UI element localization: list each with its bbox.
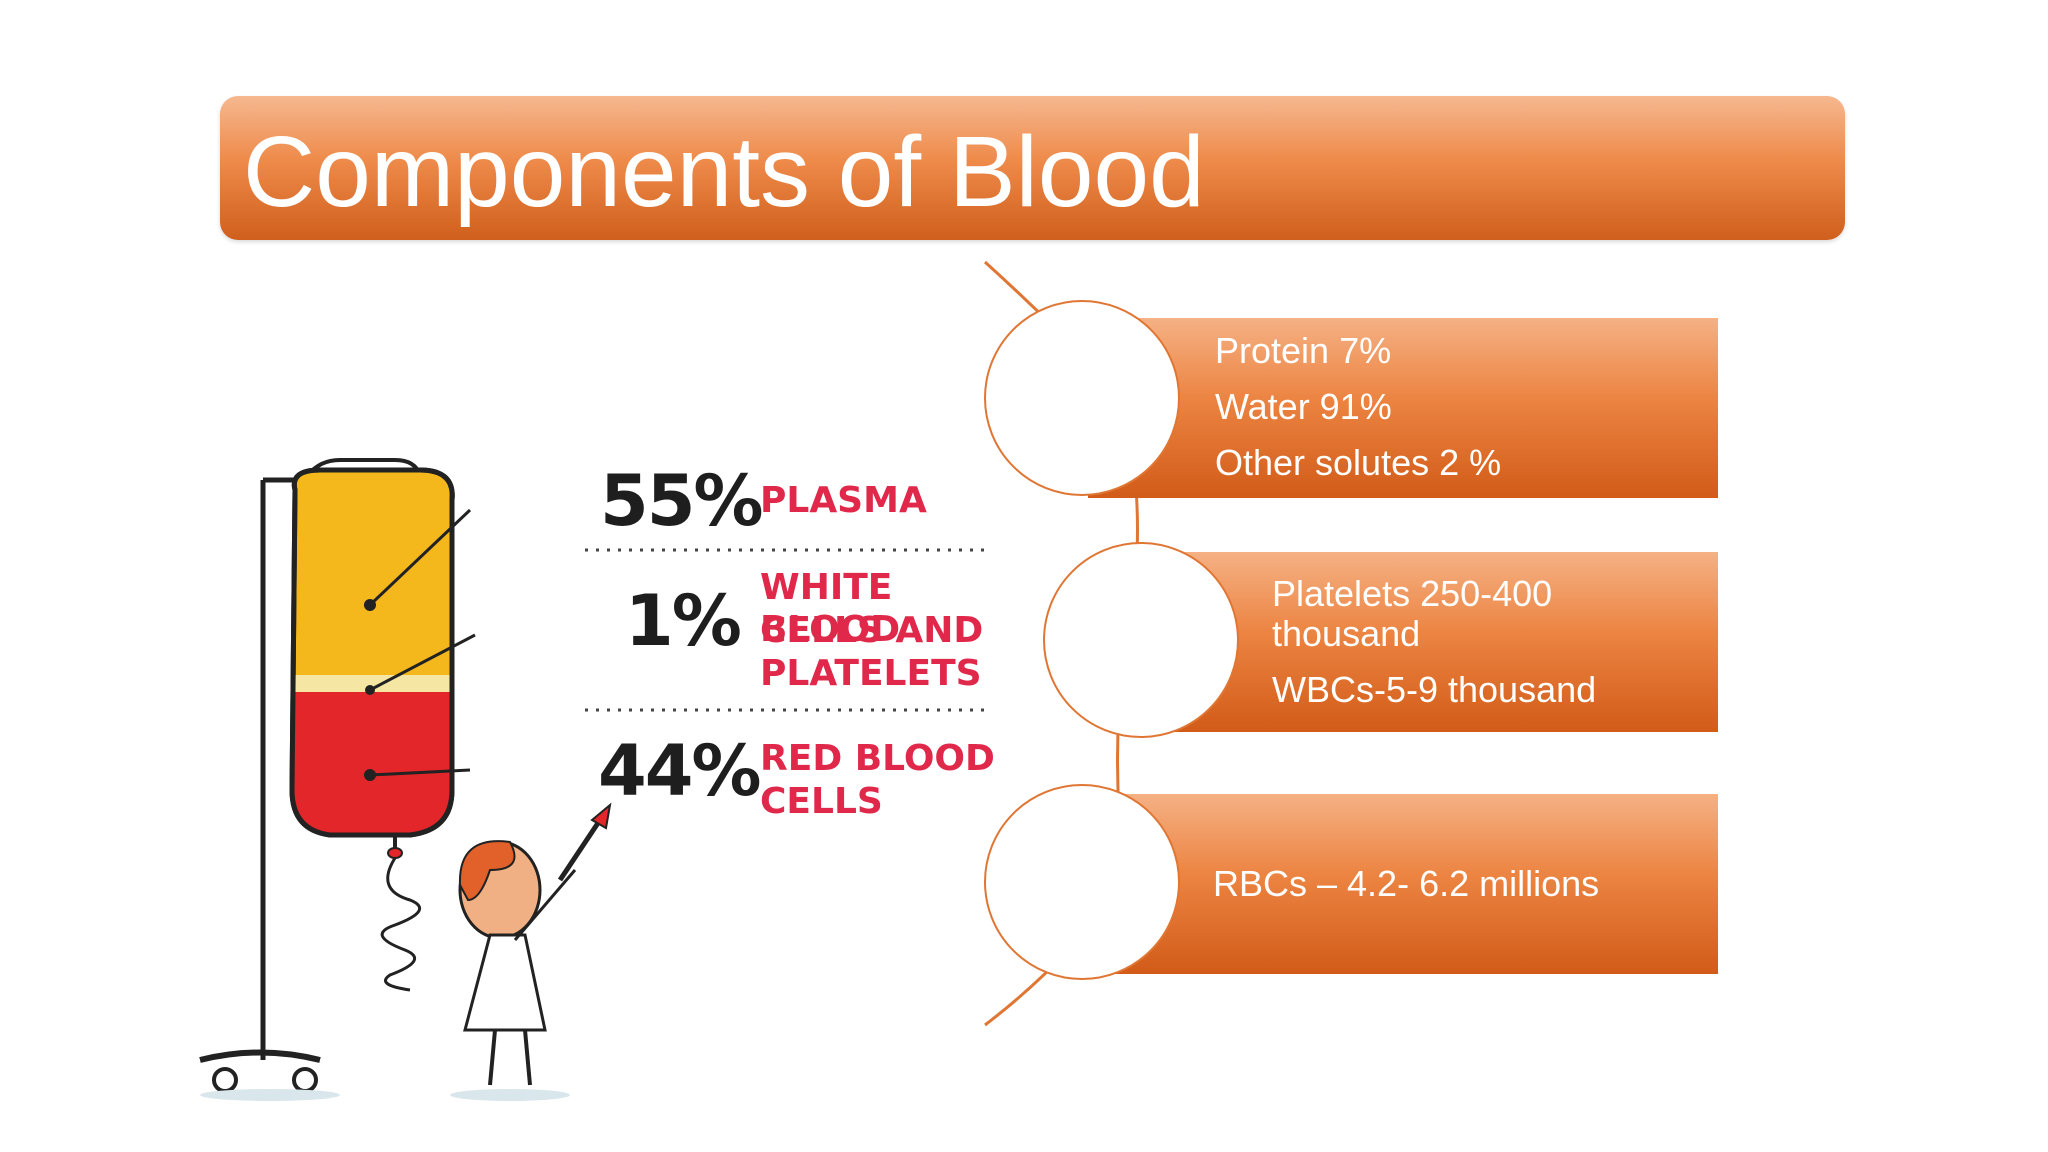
wbc-line-1: Platelets 250-400	[1272, 573, 1553, 614]
component-box-plasma	[1088, 318, 1718, 498]
slide-title: Components of Blood	[243, 116, 1205, 228]
plasma-label: PLASMA	[760, 480, 927, 521]
wbc-label-line-2: CELLS AND	[760, 610, 984, 651]
plasma-line-1: Protein 7%	[1215, 330, 1392, 371]
blood-bag-illustration: 55% PLASMA 1% WHITE BLOOD CELLS AND PLAT…	[180, 430, 1020, 1120]
component-circle-wbc	[1043, 542, 1239, 738]
wbc-percent: 1%	[625, 580, 742, 662]
wbc-label-line-1: WHITE BLOOD	[760, 567, 901, 650]
wbc-line-2: thousand	[1272, 613, 1421, 654]
rbc-label-line-1: RED BLOOD	[760, 738, 995, 779]
plasma-percent: 55%	[600, 460, 764, 542]
rbc-line-1: RBCs – 4.2- 6.2 millions	[1213, 863, 1600, 904]
blood-bag-drawing	[199, 458, 990, 1101]
plasma-line-2: Water 91%	[1215, 386, 1392, 427]
component-circle-rbc	[984, 784, 1180, 980]
wbc-label-line-3: PLATELETS	[760, 653, 982, 694]
rbc-label-line-2: CELLS	[760, 781, 883, 822]
component-circle-plasma	[984, 300, 1180, 496]
title-bar	[220, 96, 1845, 240]
plasma-line-3: Other solutes 2 %	[1215, 442, 1502, 483]
rbc-percent: 44%	[598, 730, 762, 812]
component-box-rbc	[1088, 794, 1718, 974]
component-box-wbc	[1146, 552, 1718, 732]
wbc-line-3: WBCs-5-9 thousand	[1272, 669, 1597, 710]
